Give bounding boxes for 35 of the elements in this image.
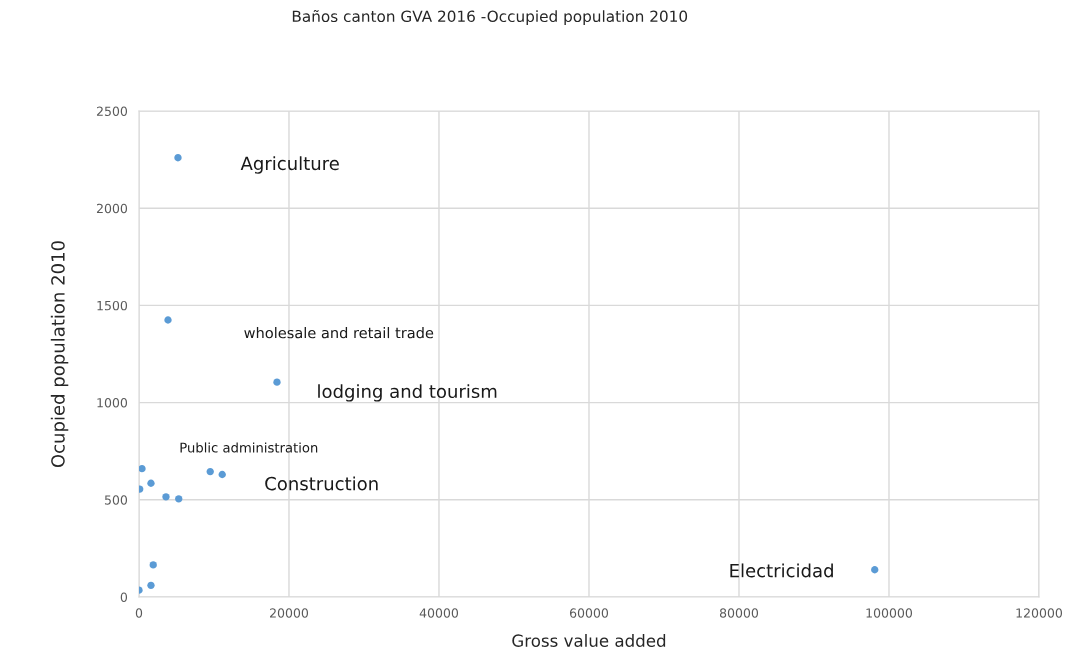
- x-tick-label: 60000: [569, 608, 609, 618]
- annotation: Electricidad: [730, 563, 833, 578]
- annotation: Agriculture: [240, 156, 339, 174]
- annotation: lodging and tourism: [318, 384, 497, 402]
- chart-title: Baños canton GVA 2016 -Occupied population 2010: [292, 9, 688, 26]
- y-tick-label: 1000: [97, 398, 128, 408]
- y-axis-title: Ocupied population 2010: [50, 241, 69, 468]
- point: [174, 154, 182, 162]
- point: [138, 485, 144, 493]
- x-tick-label: 80000: [719, 608, 759, 618]
- point: [871, 566, 879, 574]
- y-tick-label: 2500: [96, 106, 128, 116]
- point: [149, 561, 157, 569]
- y-tick-label: 1500: [97, 300, 128, 311]
- point: [147, 479, 155, 487]
- y-tick-label: 2000: [96, 203, 128, 214]
- point: [147, 581, 155, 589]
- point: [138, 465, 146, 473]
- y-tick-label: 500: [104, 495, 128, 505]
- point: [175, 495, 183, 503]
- x-tick-label: 100000: [866, 608, 913, 618]
- x-tick-label: 20000: [270, 608, 309, 618]
- x-tick-label: 120000: [1016, 608, 1063, 618]
- annotation: wholesale and retail trade: [244, 327, 434, 339]
- point: [218, 470, 226, 479]
- x-tick-label: 40000: [419, 608, 459, 618]
- x-axis-title: Gross value added: [512, 634, 666, 647]
- point: [273, 378, 281, 386]
- annotation: Public administration: [180, 442, 318, 453]
- annotation: Construction: [265, 476, 378, 491]
- point: [162, 493, 170, 501]
- y-tick-label: 0: [120, 592, 128, 602]
- x-tick-label: 0: [135, 608, 143, 618]
- point: [164, 316, 172, 324]
- point: [206, 467, 214, 476]
